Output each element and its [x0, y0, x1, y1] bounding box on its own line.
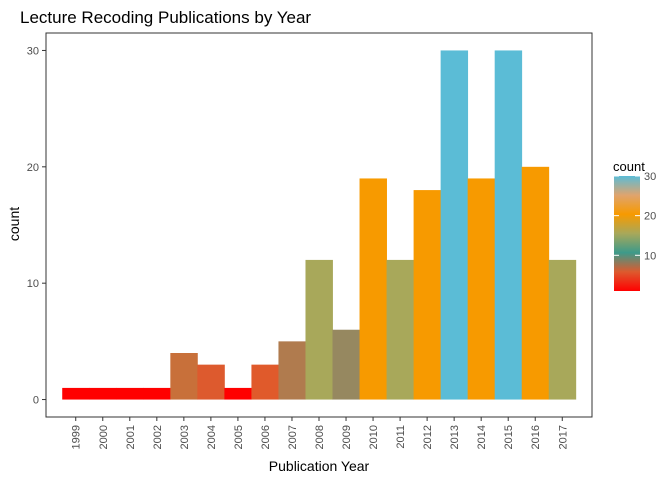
bar-2015 — [494, 50, 523, 400]
y-tick-label: 0 — [33, 395, 39, 407]
x-tick-label-2004: 2004 — [206, 425, 218, 449]
bar-2012 — [413, 190, 442, 400]
x-tick-label-2006: 2006 — [260, 425, 272, 449]
bar-2000 — [89, 387, 117, 400]
x-tick-label-2005: 2005 — [233, 425, 245, 449]
x-tick-label-2000: 2000 — [98, 425, 110, 449]
legend-tick-label: 30 — [644, 171, 656, 183]
bar-2004 — [197, 364, 225, 400]
bar-2011 — [386, 259, 414, 400]
x-axis: 1999 2000 2001 2002 2003 2004 2005 2006 2007 2008… — [71, 417, 569, 449]
legend-title: count — [613, 159, 645, 174]
y-axis: 0 10 20 30 — [27, 45, 46, 407]
bars-layer — [62, 50, 577, 400]
x-tick-label-2007: 2007 — [287, 425, 299, 449]
legend-tick-label: 20 — [644, 211, 656, 223]
x-tick-label-2017: 2017 — [557, 425, 569, 449]
bar-2003 — [170, 353, 198, 400]
x-tick-label-2009: 2009 — [341, 425, 353, 449]
chart-title: Lecture Recoding Publications by Year — [20, 8, 311, 27]
color-legend: count 10 20 30 — [613, 159, 656, 291]
x-axis-title: Publication Year — [269, 458, 370, 474]
x-tick-label-2010: 2010 — [368, 425, 380, 449]
x-tick-label-2002: 2002 — [152, 425, 164, 449]
y-tick-label: 30 — [27, 45, 39, 57]
x-tick-label-2001: 2001 — [125, 425, 137, 449]
bar-2013 — [440, 50, 469, 400]
y-axis-title: count — [6, 207, 22, 241]
bar-2016 — [521, 166, 550, 400]
legend-colorbar — [614, 176, 640, 291]
x-tick-label-2016: 2016 — [530, 425, 542, 449]
bar-2009 — [332, 329, 360, 400]
y-tick-label: 10 — [27, 278, 39, 290]
x-tick-label-2014: 2014 — [476, 425, 488, 449]
x-tick-label-2012: 2012 — [422, 425, 434, 449]
bar-2002 — [143, 387, 171, 400]
bar-2006 — [251, 364, 279, 400]
bar-2008 — [305, 259, 333, 400]
bar-2010 — [359, 178, 387, 400]
bar-2007 — [278, 341, 306, 400]
bar-1999 — [62, 387, 90, 400]
x-tick-label-2008: 2008 — [314, 425, 326, 449]
bar-2001 — [116, 387, 144, 400]
x-tick-label-2013: 2013 — [449, 425, 461, 449]
bar-2005 — [224, 387, 252, 400]
bar-2017 — [548, 259, 577, 400]
x-tick-label-2015: 2015 — [503, 425, 515, 449]
legend-tick-label: 10 — [644, 250, 656, 262]
x-tick-label-2011: 2011 — [395, 425, 407, 449]
bar-2014 — [467, 178, 496, 400]
y-tick-label: 20 — [27, 162, 39, 174]
x-tick-label-2003: 2003 — [179, 425, 191, 449]
x-tick-label-1999: 1999 — [71, 425, 83, 449]
